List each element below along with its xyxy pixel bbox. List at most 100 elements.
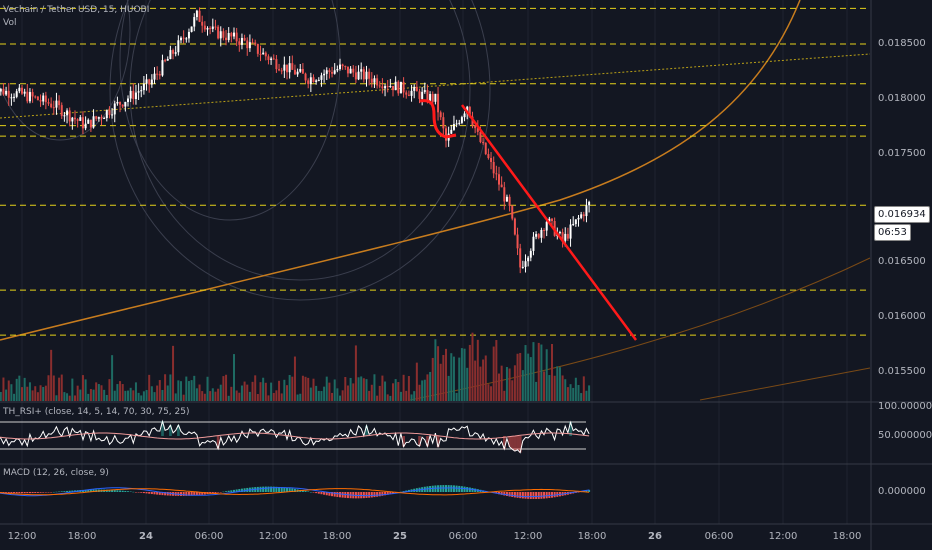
macd-hist-bar [267,486,270,492]
candle-body [519,248,522,268]
candle-body [532,236,535,251]
volume-bar [193,375,196,401]
candle-body [214,26,217,28]
volume-bar [233,354,235,401]
volume-bar [44,385,47,401]
time-label: 24 [139,531,153,542]
volume-bar [585,390,588,401]
rsi-fill [518,436,522,453]
candle-body [206,28,209,30]
volume-bar [50,349,53,401]
volume-bar [164,374,167,401]
candle-body [222,31,225,38]
volume-bar [407,376,410,401]
volume-bar [145,390,148,401]
symbol-title[interactable]: Vechain / Tether USD, 15, HUOBI [3,5,150,15]
volume-bar [87,393,90,401]
volume-bar [362,378,365,401]
candle-body [28,92,31,102]
candle-body [211,26,214,29]
volume-bar [572,387,575,401]
macd-hist-bar [283,487,286,492]
volume-bar [445,348,447,401]
candle-body [460,117,463,123]
volume-bar [74,395,76,401]
volume-bar [336,388,339,401]
candle-body [36,96,39,101]
candle-body [264,52,267,57]
macd-hist-bar [230,490,233,492]
volume-bar [577,384,580,401]
volume-bar [521,370,524,401]
candle-body [543,229,546,231]
volume-bar [558,367,561,401]
candle-body [34,96,37,98]
volume-bar [0,391,2,401]
volume-bar [508,368,511,401]
volume-bar [211,388,214,401]
candle-body [66,110,69,116]
candle-body [121,104,124,107]
candle-body [203,25,206,30]
candle-body [585,205,588,217]
time-label: 06:00 [448,531,478,542]
candle-body [68,110,71,122]
red-trendline[interactable] [460,104,638,341]
candle-body [7,90,10,98]
candle-body [44,95,47,103]
macd-hist-bar [58,491,61,493]
volume-bar [482,359,485,401]
orange-curve [0,0,801,341]
volume-bar [243,381,246,401]
volume-label[interactable]: Vol [3,18,17,28]
volume-bar [92,389,95,401]
macd-hist-bar [132,491,135,493]
macd-hist-bar [392,492,394,494]
volume-bar [169,374,172,401]
macd-hist-bar [365,492,368,498]
candle-body [439,112,442,118]
candle-body [291,63,294,70]
volume-bar [264,382,267,401]
volume-bar [447,375,450,401]
macd-hist-bar [89,489,92,492]
time-label: 18:00 [67,531,97,542]
rsi-label[interactable]: TH_RSI+ (close, 14, 5, 14, 70, 30, 75, 2… [3,407,190,417]
time-gridlines [21,0,848,524]
volume-bar [357,377,360,401]
candle-body [21,87,23,94]
candle-body [111,114,114,116]
macd-hist-bar [52,491,55,493]
candle-body [354,72,357,80]
macd-hist-bar [513,492,516,498]
volume-bar [527,353,530,401]
volume-bar [47,375,50,401]
volume-bar [431,357,434,401]
candle-body [227,33,230,41]
candle-body [198,10,201,22]
macd-hist-bar [185,492,188,496]
volume-bar [360,376,363,401]
candle-body [105,110,108,119]
volume-bar [455,392,458,401]
candle-body [368,71,371,79]
volume-bar [81,375,84,401]
dotted-trend [0,53,871,119]
volume-bar [548,375,551,401]
arc-1 [129,0,471,281]
volume-bar [259,382,262,401]
macd-hist-bar [148,492,151,494]
candle-body [2,88,5,95]
macd-hist-bar [503,492,506,496]
candle-body [535,234,538,237]
macd-hist-bar [540,492,543,499]
candle-body [484,142,487,155]
candle-body [272,58,275,60]
macd-label[interactable]: MACD (12, 26, close, 9) [3,468,109,478]
candle-body [190,26,193,32]
time-label: 12:00 [513,531,543,542]
candle-body [413,86,416,91]
volume-bar [543,371,546,401]
rsi-fill [569,422,572,436]
